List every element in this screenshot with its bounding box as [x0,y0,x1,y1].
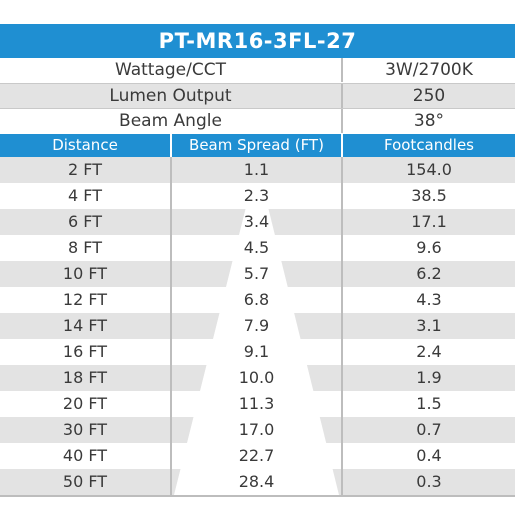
footcandles-cell: 9.6 [416,238,442,257]
beam-spread-cell: 5.7 [243,264,270,283]
distance-cell: 18 FT [62,368,108,387]
beam-spread-cell: 7.9 [243,316,270,335]
spec-label: Wattage/CCT [115,60,226,80]
row-divider [0,108,515,109]
column-divider [341,157,343,495]
distance-cell: 30 FT [62,420,108,439]
footcandles-cell: 0.7 [416,420,442,439]
beam-spread-cell: 10.0 [238,368,275,387]
spec-value: 250 [412,86,446,106]
table-row: 20 FT 11.3 1.5 [0,391,515,417]
footcandles-cell: 4.3 [416,290,442,309]
beam-spread-cell: 6.8 [243,290,270,309]
table-row: 2 FT 1.1 154.0 [0,157,515,183]
beam-spread-cell: 22.7 [238,446,275,465]
footcandles-cell: 2.4 [416,342,442,361]
distance-cell: 50 FT [62,472,108,491]
column-divider [341,109,343,133]
table-header: Distance Beam Spread (FT) Footcandles [0,134,515,157]
beam-spread-cell: 4.5 [243,238,270,257]
table-row: 4 FT 2.3 38.5 [0,183,515,209]
distance-cell: 40 FT [62,446,108,465]
spec-value: 38° [413,111,445,131]
spec-value: 3W/2700K [385,60,473,80]
footcandles-cell: 1.5 [416,394,442,413]
table-row: 30 FT 17.0 0.7 [0,417,515,443]
table-row: 40 FT 22.7 0.4 [0,443,515,469]
beam-spread-cell: 28.4 [238,472,275,491]
table-row: 50 FT 28.4 0.3 [0,469,515,495]
column-divider [341,84,343,108]
distance-cell: 20 FT [62,394,108,413]
table-bottom-border [0,495,515,497]
distance-cell: 14 FT [62,316,108,335]
column-divider [170,134,172,157]
footcandles-cell: 17.1 [411,212,447,231]
footcandles-cell: 0.3 [416,472,442,491]
column-divider [341,134,343,157]
table-row: 18 FT 10.0 1.9 [0,365,515,391]
spec-row-lumens: Lumen Output 250 [0,84,515,108]
footcandles-cell: 3.1 [416,316,442,335]
spec-label: Lumen Output [109,86,232,106]
table-row: 12 FT 6.8 4.3 [0,287,515,313]
footcandles-cell: 0.4 [416,446,442,465]
table-row: 8 FT 4.5 9.6 [0,235,515,261]
spec-row-wattage: Wattage/CCT 3W/2700K [0,58,515,82]
distance-cell: 2 FT [68,160,102,179]
beam-spread-cell: 17.0 [238,420,275,439]
table-row: 6 FT 3.4 17.1 [0,209,515,235]
column-header-distance: Distance [52,136,118,154]
beam-spread-cell: 1.1 [243,160,270,179]
table-row: 10 FT 5.7 6.2 [0,261,515,287]
column-header-beam-spread: Beam Spread (FT) [189,136,324,154]
product-title: PT-MR16-3FL-27 [0,24,515,58]
distance-cell: 10 FT [62,264,108,283]
footcandles-cell: 154.0 [406,160,452,179]
footcandles-cell: 38.5 [411,186,447,205]
spec-label: Beam Angle [119,111,222,131]
distance-cell: 8 FT [68,238,102,257]
column-divider [170,157,172,495]
table-row: 16 FT 9.1 2.4 [0,339,515,365]
column-header-footcandles: Footcandles [383,136,474,154]
column-divider [341,58,343,82]
beam-spread-cell: 9.1 [243,342,270,361]
beam-spread-cell: 2.3 [243,186,270,205]
row-divider [0,83,515,84]
spec-row-beam-angle: Beam Angle 38° [0,109,515,133]
data-table-body: 2 FT 1.1 154.0 4 FT 2.3 38.5 6 FT 3.4 17.1 8 FT 4.… [0,157,515,495]
table-row: 14 FT 7.9 3.1 [0,313,515,339]
distance-cell: 12 FT [62,290,108,309]
distance-cell: 6 FT [68,212,102,231]
beam-spread-cell: 11.3 [238,394,275,413]
footcandles-cell: 6.2 [416,264,442,283]
distance-cell: 16 FT [62,342,108,361]
distance-cell: 4 FT [68,186,102,205]
beam-spread-cell: 3.4 [243,212,270,231]
footcandles-cell: 1.9 [416,368,442,387]
